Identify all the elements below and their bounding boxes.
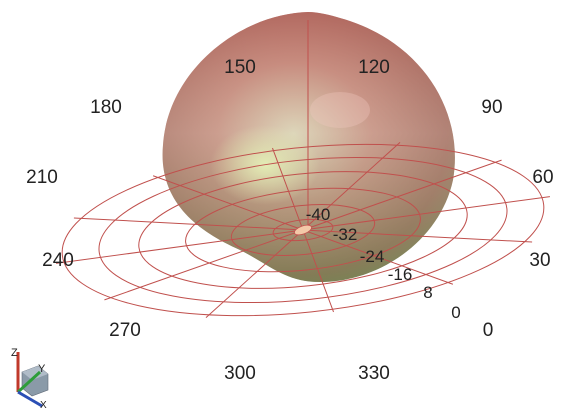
radial-label: 8 bbox=[423, 283, 432, 302]
grid-spoke bbox=[56, 229, 304, 264]
radial-labels: -40-32-24-16 80 bbox=[306, 205, 461, 322]
triad-label-z: Z bbox=[11, 347, 18, 359]
grid-spoke bbox=[104, 229, 304, 301]
triad-label-y: Y bbox=[38, 363, 46, 375]
grid-spoke bbox=[302, 141, 401, 231]
grid-ring bbox=[230, 204, 376, 256]
origin-marker bbox=[294, 224, 312, 236]
radial-label: -40 bbox=[306, 205, 331, 224]
angle-label: 150 bbox=[224, 57, 256, 78]
triad-label-x: X bbox=[40, 400, 47, 409]
angle-label: 270 bbox=[109, 320, 141, 341]
grid-spoke bbox=[302, 229, 334, 313]
axes-triad: Z Y X bbox=[11, 347, 49, 411]
grid-spoke bbox=[302, 229, 454, 285]
grid-spoke bbox=[272, 147, 304, 231]
grid-ring bbox=[272, 218, 334, 242]
radial-label: 0 bbox=[451, 303, 460, 322]
y-axis-arrow bbox=[16, 370, 42, 394]
x-axis-arrow bbox=[17, 390, 43, 408]
grid-ring bbox=[98, 156, 508, 304]
grid-spoke bbox=[302, 229, 533, 243]
radial-label: -16 bbox=[388, 265, 413, 284]
angle-label: 0 bbox=[483, 320, 494, 341]
grid-ring bbox=[138, 171, 468, 289]
angle-label: 120 bbox=[358, 57, 390, 78]
grid-spoke bbox=[152, 175, 304, 231]
polar-grid bbox=[56, 141, 550, 319]
grid-spoke bbox=[73, 217, 304, 231]
angle-label: 210 bbox=[26, 167, 58, 188]
grid-spoke bbox=[302, 159, 502, 231]
grid-spoke bbox=[302, 196, 550, 231]
grid-spoke bbox=[205, 229, 304, 319]
radial-label: -32 bbox=[333, 225, 358, 244]
angle-label: 240 bbox=[42, 250, 74, 271]
grid-ring bbox=[185, 187, 421, 273]
angle-label: 30 bbox=[529, 250, 550, 271]
grid-ring bbox=[61, 143, 545, 317]
lobe-highlight-2 bbox=[310, 92, 370, 128]
angle-label: 90 bbox=[481, 97, 502, 118]
angle-label: 180 bbox=[90, 97, 122, 118]
angle-label: 300 bbox=[224, 363, 256, 384]
angle-label: 60 bbox=[532, 167, 553, 188]
radial-label: -24 bbox=[360, 247, 385, 266]
angle-label: 330 bbox=[358, 363, 390, 384]
